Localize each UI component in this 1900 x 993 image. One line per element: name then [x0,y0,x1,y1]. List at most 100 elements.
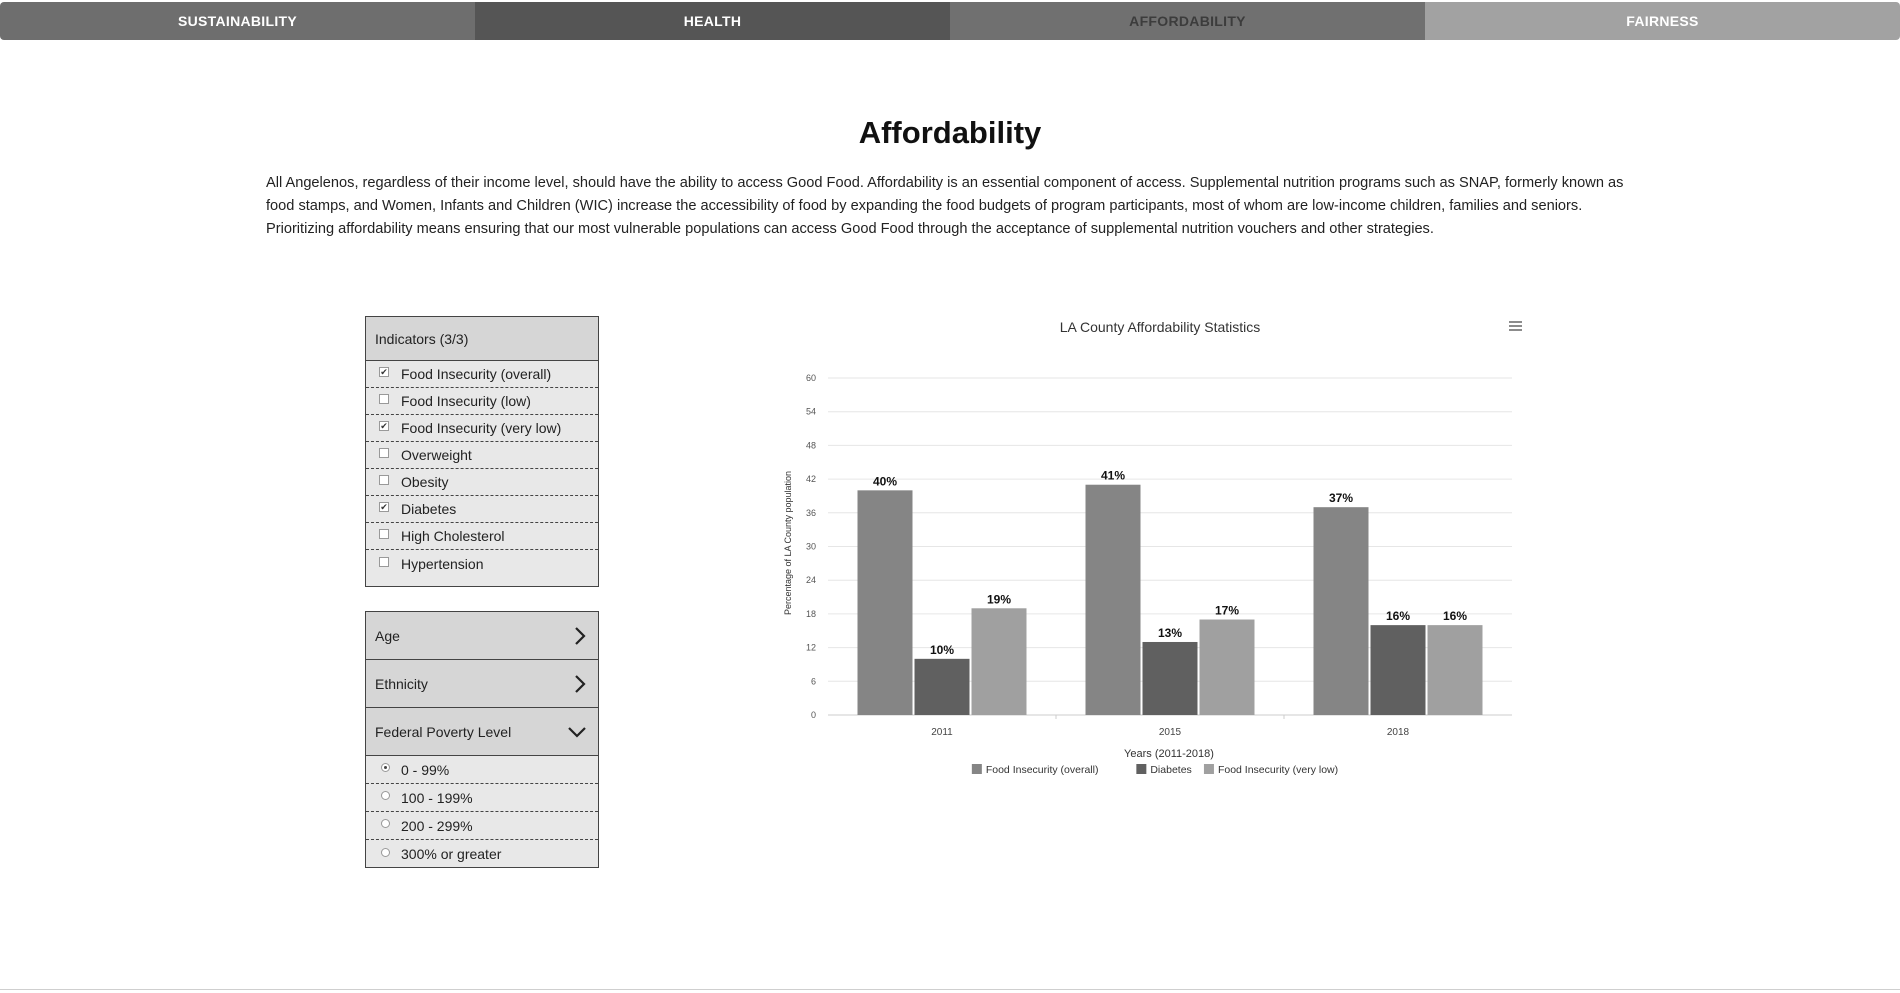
bar [1427,625,1483,715]
affordability-bar-chart: LA County Affordability Statistics 0 6 12 1… [783,317,1525,776]
indicator-label: Food Insecurity (very low) [401,420,562,436]
ethnicity-accordion[interactable]: Ethnicity [366,660,598,708]
fpl-options-list: 0 - 99% 100 - 199% 200 - 299% 300% or great… [366,756,598,868]
checkbox-checked[interactable]: ✔ [379,502,389,512]
indicator-label: High Cholesterol [401,528,505,544]
federal-poverty-level-accordion[interactable]: Federal Poverty Level [366,708,598,756]
y-tick-label: 0 [811,710,816,720]
tab-fairness[interactable]: FAIRNESS [1425,2,1900,40]
fpl-option[interactable]: 200 - 299% [366,812,598,840]
indicator-item[interactable]: Hypertension [366,550,598,577]
chevron-right-icon [574,626,586,645]
bar [857,490,913,715]
y-tick-label: 54 [806,407,816,417]
bar [1142,641,1198,715]
legend: Food Insecurity (overall) Diabetes Food In… [971,764,1338,776]
data-label: 10% [930,643,954,657]
data-label: 41% [1101,469,1125,483]
x-category-label: 2011 [931,727,953,738]
indicator-item[interactable]: ✔ Diabetes [366,496,598,523]
bar [971,608,1027,715]
bar [1313,507,1369,715]
checkbox-unchecked[interactable] [379,394,389,404]
data-label: 13% [1158,626,1182,640]
x-category-label: 2015 [1159,727,1182,738]
indicator-item[interactable]: Obesity [366,469,598,496]
hamburger-menu-icon[interactable] [1505,317,1525,335]
checkbox-checked[interactable]: ✔ [379,367,389,377]
radio-unselected[interactable] [381,819,390,828]
legend-swatch [971,764,982,774]
page-bottom-divider [0,989,1900,990]
fpl-option[interactable]: 0 - 99% [366,756,598,784]
indicators-list: ✔ Food Insecurity (overall) Food Insecurit… [366,361,598,577]
indicators-header[interactable]: Indicators (3/3) [366,317,598,361]
x-axis-label: Years (2011-2018) [1124,748,1214,760]
fpl-option-label: 300% or greater [401,846,502,862]
y-tick-label: 60 [806,373,816,383]
checkbox-unchecked[interactable] [379,556,389,567]
chart-title: LA County Affordability Statistics [1060,319,1261,335]
chevron-down-icon [568,726,586,738]
y-tick-label: 42 [806,474,816,484]
indicator-item[interactable]: ✔ Food Insecurity (very low) [366,415,598,442]
bar [1085,484,1141,715]
x-axis-categories: 2011 2015 2018 [931,715,1410,738]
legend-swatch [1136,764,1147,774]
data-label: 40% [873,474,897,488]
indicator-item[interactable]: ✔ Food Insecurity (overall) [366,361,598,388]
fpl-option[interactable]: 300% or greater [366,840,598,868]
radio-unselected[interactable] [381,847,390,857]
tab-sustainability[interactable]: SUSTAINABILITY [0,2,475,40]
checkbox-unchecked[interactable] [379,529,389,539]
fpl-option-label: 200 - 299% [401,817,473,834]
indicator-label: Hypertension [401,555,484,572]
radio-selected[interactable] [381,763,390,772]
indicator-label: Obesity [401,474,449,490]
filters-panel: Age Ethnicity Federal Poverty Level 0 - … [365,611,599,868]
data-label: 19% [987,592,1011,606]
indicator-label: Food Insecurity (low) [401,393,531,409]
data-label: 37% [1329,491,1353,505]
data-label: 17% [1215,604,1239,618]
legend-label: Diabetes [1150,764,1191,776]
chevron-right-icon [574,674,586,693]
fpl-option[interactable]: 100 - 199% [366,784,598,812]
y-tick-label: 24 [806,575,816,585]
indicators-panel: Indicators (3/3) ✔ Food Insecurity (overa… [365,316,599,587]
ethnicity-accordion-label: Ethnicity [375,675,428,692]
intro-paragraph: All Angelenos, regardless of their incom… [266,175,1624,237]
tab-affordability[interactable]: AFFORDABILITY [950,2,1425,40]
data-label: 16% [1386,609,1410,623]
federal-poverty-level-label: Federal Poverty Level [375,723,512,740]
bar [1199,619,1255,715]
bars: 40% 10% 19% 41% 13% 17% 37% 16% 16% [857,469,1483,715]
y-tick-label: 30 [806,542,816,552]
page-title: Affordability [858,115,1042,150]
y-axis-label: Percentage of LA County population [783,471,793,615]
fpl-option-label: 100 - 199% [401,789,473,806]
indicator-label: Food Insecurity (overall) [401,366,552,382]
indicator-item[interactable]: Food Insecurity (low) [366,388,598,415]
radio-unselected[interactable] [381,791,390,800]
checkbox-checked[interactable]: ✔ [379,421,389,431]
indicator-item[interactable]: Overweight [366,442,598,469]
checkbox-unchecked[interactable] [379,448,389,458]
tab-health[interactable]: HEALTH [475,2,950,40]
legend-swatch [1203,764,1214,774]
bar [914,658,970,715]
indicator-item[interactable]: High Cholesterol [366,523,598,550]
indicator-label: Overweight [401,447,472,463]
age-accordion[interactable]: Age [366,612,598,660]
legend-label: Food Insecurity (very low) [1218,764,1338,776]
fpl-option-label: 0 - 99% [401,761,450,778]
bar [1370,625,1426,715]
indicator-label: Diabetes [401,501,457,517]
y-tick-label: 12 [806,643,816,653]
x-category-label: 2018 [1387,727,1410,738]
y-tick-label: 48 [806,440,816,450]
y-axis-ticks: 0 6 12 18 24 30 36 42 48 54 60 [806,373,816,720]
checkbox-unchecked[interactable] [379,475,389,485]
y-tick-label: 18 [806,609,816,619]
y-tick-label: 6 [811,676,816,686]
